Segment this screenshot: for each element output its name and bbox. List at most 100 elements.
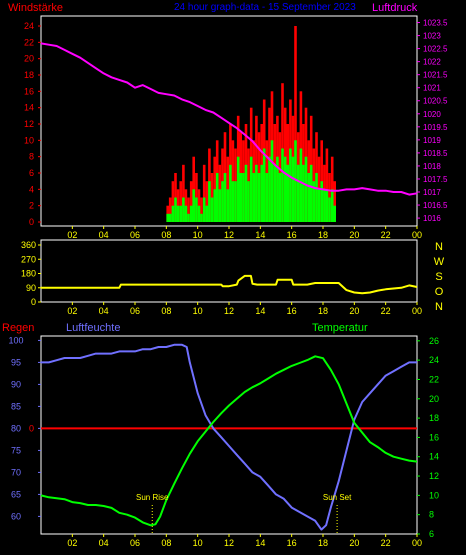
wind-average-bar [273,164,276,222]
hour-tick-label: 02 [67,538,77,548]
direction-y-tick-label: 360 [21,240,36,250]
wind-average-bar [320,181,323,222]
wind-average-bar [304,156,308,222]
wind-gust-bar [333,181,336,222]
wind-gust-bar [189,181,193,222]
hour-tick-label: 22 [381,538,391,548]
hour-tick-label: 20 [349,230,359,240]
hour-tick-label: 08 [161,306,171,316]
wind-average-bar [208,181,211,222]
hour-tick-label: 02 [67,230,77,240]
compass-label: O [435,286,444,298]
wind-average-bar [229,164,232,222]
wind-average-bar [202,197,206,222]
hour-tick-label: 18 [318,538,328,548]
pressure-y-tick-label: 1016 [423,214,441,223]
hour-tick-label: 10 [193,306,203,316]
hour-tick-label: 12 [224,230,234,240]
wind-average-bar [281,148,284,222]
wind-average-bar [260,164,263,222]
wind-gust-bar [320,140,323,222]
wind-average-bar [171,205,175,222]
wind-axis-label: Windstärke [8,2,63,14]
hour-tick-label: 08 [161,230,171,240]
hour-tick-label: 08 [161,538,171,548]
wind-gust-bar [200,197,203,222]
wind-gust-bar [182,164,185,222]
wind-average-bar [252,173,256,222]
wind-average-bar [312,181,316,222]
wind-average-bar [189,205,193,222]
wind-gust-bar [184,189,188,222]
wind-y-tick-label: 4 [29,184,34,194]
wind-y-tick-label: 18 [24,70,34,80]
humidity-y-tick-label: 85 [11,401,21,411]
wind-average-bar [294,140,297,222]
humidity-y-tick-label: 75 [11,445,21,455]
humidity-line [41,343,417,531]
hour-tick-label: 00 [412,230,422,240]
wind-y-tick-label: 24 [24,21,34,31]
hour-tick-label: 02 [67,306,77,316]
wind-average-bar [268,156,271,222]
wind-average-bar [197,205,201,222]
wind-average-bar [278,173,282,222]
hour-tick-label: 18 [318,306,328,316]
wind-gust-bar [168,197,172,222]
wind-average-bar [226,189,229,222]
humidity-axis-label: Luftfeuchte [66,322,120,334]
wind-average-bar [315,173,318,222]
wind-gust-bar [176,189,180,222]
wind-gust-bar [179,181,182,222]
pressure-y-tick-label: 1019.5 [423,123,448,132]
pressure-y-tick-label: 1023.5 [423,19,448,28]
wind-average-bar [234,181,237,222]
wind-average-bar [179,205,182,222]
pressure-y-tick-label: 1017.5 [423,175,448,184]
humidity-y-tick-label: 80 [11,423,21,433]
wind-average-bar [296,164,300,222]
sunrise-label: Sun Rise [136,493,169,502]
hour-tick-label: 14 [255,230,265,240]
wind-average-bar [239,173,242,222]
wind-y-tick-label: 20 [24,54,34,64]
wind-average-bar [247,181,250,222]
wind-average-bar [176,205,180,222]
graph-title: 24 hour graph-data - 15 September 2023 [174,2,356,13]
wind-average-bar [215,173,219,222]
wind-average-bar [328,197,331,222]
hour-tick-label: 04 [99,306,109,316]
wind-average-bar [210,197,214,222]
wind-average-bar [333,205,336,222]
wind-average-bar [257,173,261,222]
humidity-y-tick-label: 90 [11,379,21,389]
hour-tick-label: 00 [412,538,422,548]
wind-pressure-chart: 02468101214161820222410161016.510171017.… [24,19,448,240]
wind-average-bar [205,205,209,222]
wind-average-bar [291,156,295,222]
wind-gust-bar [205,181,209,222]
wind-average-bar [317,189,321,222]
hour-tick-label: 10 [193,230,203,240]
compass-label: N [435,241,443,253]
temperature-y-tick-label: 22 [429,374,439,384]
wind-average-bar [286,164,289,222]
pressure-y-tick-label: 1021.5 [423,71,448,80]
humidity-y-tick-label: 70 [11,467,21,477]
wind-average-bar [265,173,269,222]
wind-average-bar [200,213,203,222]
compass-label: W [434,256,445,268]
wind-gust-bar [202,164,206,222]
hour-tick-label: 06 [130,306,140,316]
wind-average-bar [192,189,195,222]
pressure-axis-label: Luftdruck [372,2,418,14]
wind-average-bar [213,189,216,222]
wind-average-bar [309,164,313,222]
direction-y-tick-label: 180 [21,269,36,279]
wind-average-bar [270,140,274,222]
wind-average-bar [182,197,185,222]
hour-tick-label: 20 [349,538,359,548]
hour-tick-label: 06 [130,538,140,548]
wind-gust-bar [171,181,175,222]
